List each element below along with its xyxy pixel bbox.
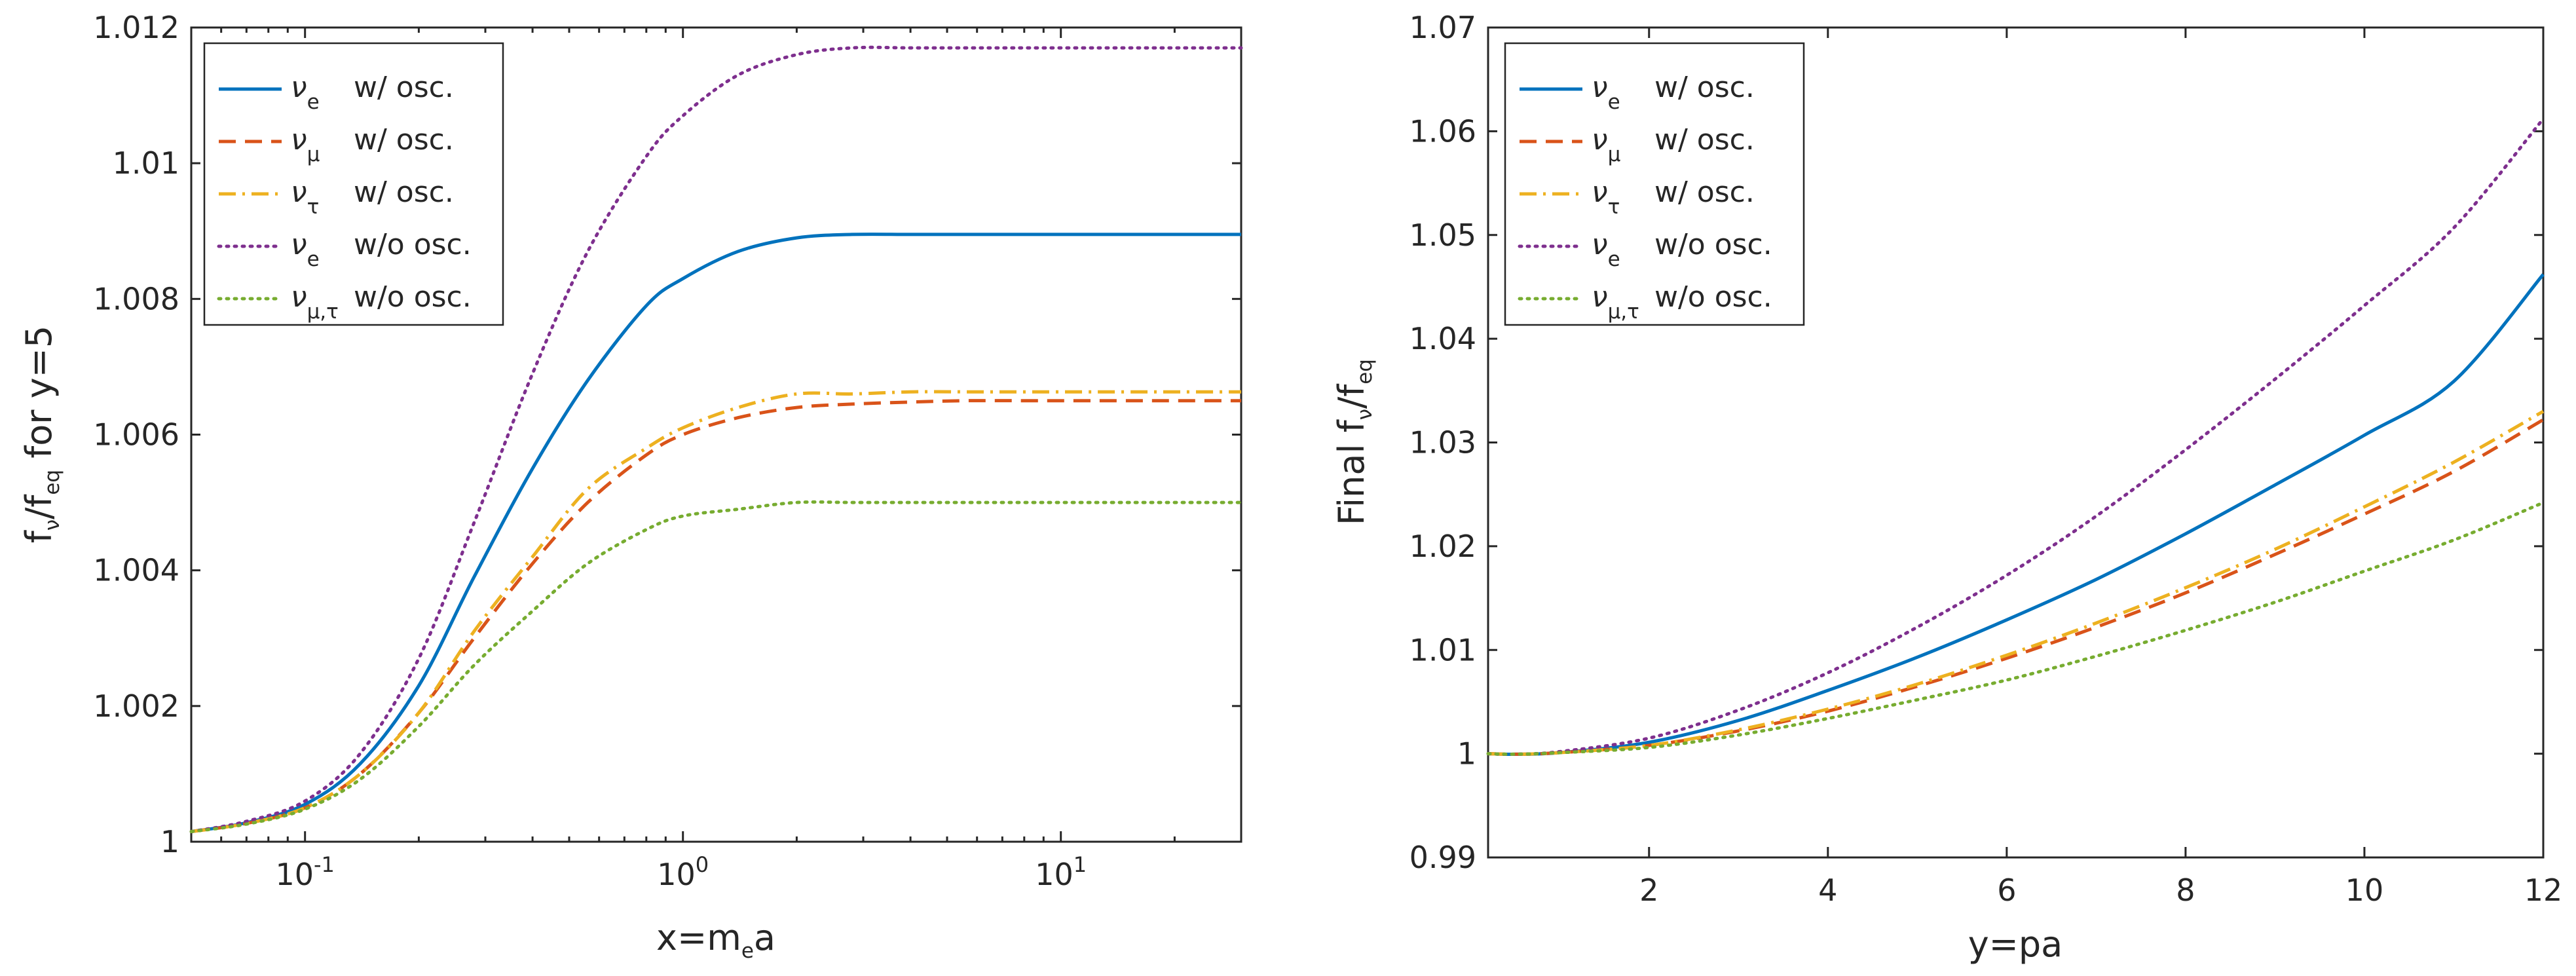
y-tick-label: 1.02 bbox=[1409, 529, 1476, 564]
left-legend: νe w/ osc. νμ w/ osc. ντ w/ osc. νe w/o osc. νμ,… bbox=[203, 42, 504, 326]
y-tick-label: 1.002 bbox=[93, 688, 179, 724]
x-tick-label: 10-1 bbox=[275, 852, 334, 892]
right-y-axis-label: Final fν/feq bbox=[1331, 359, 1377, 525]
right-x-ticks: 2 4 6 8 10 12 bbox=[1639, 28, 2562, 908]
series-line bbox=[1487, 273, 2545, 756]
legend-label: νμ,τ w/o osc. bbox=[1592, 280, 1772, 324]
legend-label: νμ w/ osc. bbox=[1592, 123, 1755, 166]
legend-label: ντ w/ osc. bbox=[1592, 176, 1755, 219]
right-x-axis-label: y=pa bbox=[1968, 924, 2063, 965]
series-line bbox=[1487, 409, 2545, 756]
y-tick-label: 1.03 bbox=[1409, 425, 1476, 460]
legend-label: νe w/ osc. bbox=[1592, 71, 1755, 114]
x-tick-label: 8 bbox=[2176, 873, 2195, 908]
y-tick-label: 1.05 bbox=[1409, 217, 1476, 253]
series-line bbox=[1486, 117, 2545, 757]
series-line bbox=[1487, 418, 2545, 756]
y-tick-label: 1.01 bbox=[1409, 632, 1476, 667]
y-tick-label: 1.04 bbox=[1409, 321, 1476, 356]
legend-label: νe w/o osc. bbox=[1592, 228, 1772, 271]
y-tick-label: 1.004 bbox=[93, 553, 179, 588]
legend-label: νμ,τ w/o osc. bbox=[291, 280, 472, 324]
y-tick-label: 1.01 bbox=[113, 145, 179, 181]
series-line bbox=[189, 45, 1243, 833]
right-y-ticks: 0.99 1 1.01 1.02 1.03 1.04 1.05 1.06 1.07 bbox=[1409, 10, 2543, 875]
legend-label: νe w/ osc. bbox=[291, 71, 454, 114]
right-chart: 0.99 1 1.01 1.02 1.03 1.04 1.05 1.06 1.07 2 4 6 8 10… bbox=[1331, 10, 2562, 965]
x-tick-label: 2 bbox=[1639, 873, 1658, 908]
right-legend: νe w/ osc. νμ w/ osc. ντ w/ osc. νe w/o osc. νμ,… bbox=[1504, 42, 1805, 326]
x-tick-label: 4 bbox=[1818, 873, 1837, 908]
left-series-layer bbox=[189, 45, 1243, 833]
series-line bbox=[1486, 500, 2545, 756]
x-tick-label: 100 bbox=[657, 852, 709, 892]
x-tick-label: 101 bbox=[1035, 852, 1087, 892]
left-x-ticks: 10-1 100 101 bbox=[220, 28, 1176, 892]
x-tick-label: 12 bbox=[2524, 873, 2563, 908]
y-tick-label: 1.06 bbox=[1409, 113, 1476, 149]
left-y-ticks: 1 1.002 1.004 1.006 1.008 1.01 1.012 bbox=[93, 10, 1241, 859]
left-x-axis-label: x=mea bbox=[656, 917, 775, 963]
left-y-axis-label: fν/feq for y=5 bbox=[18, 326, 64, 543]
series-line bbox=[191, 233, 1241, 833]
y-tick-label: 1.006 bbox=[93, 417, 179, 453]
y-tick-label: 1 bbox=[160, 824, 179, 859]
y-tick-label: 1 bbox=[1457, 736, 1476, 772]
right-series-layer bbox=[1486, 117, 2545, 757]
series-line bbox=[189, 500, 1243, 833]
legend-label: ντ w/ osc. bbox=[291, 176, 454, 219]
x-tick-label: 6 bbox=[1997, 873, 2016, 908]
y-tick-label: 1.008 bbox=[93, 281, 179, 316]
y-tick-label: 1.07 bbox=[1409, 10, 1476, 45]
legend-label: νe w/o osc. bbox=[291, 228, 472, 271]
y-tick-label: 1.012 bbox=[93, 10, 179, 45]
legend-label: νμ w/ osc. bbox=[291, 123, 454, 166]
series-line bbox=[191, 390, 1241, 833]
y-tick-label: 0.99 bbox=[1409, 840, 1476, 875]
x-tick-label: 10 bbox=[2345, 873, 2384, 908]
